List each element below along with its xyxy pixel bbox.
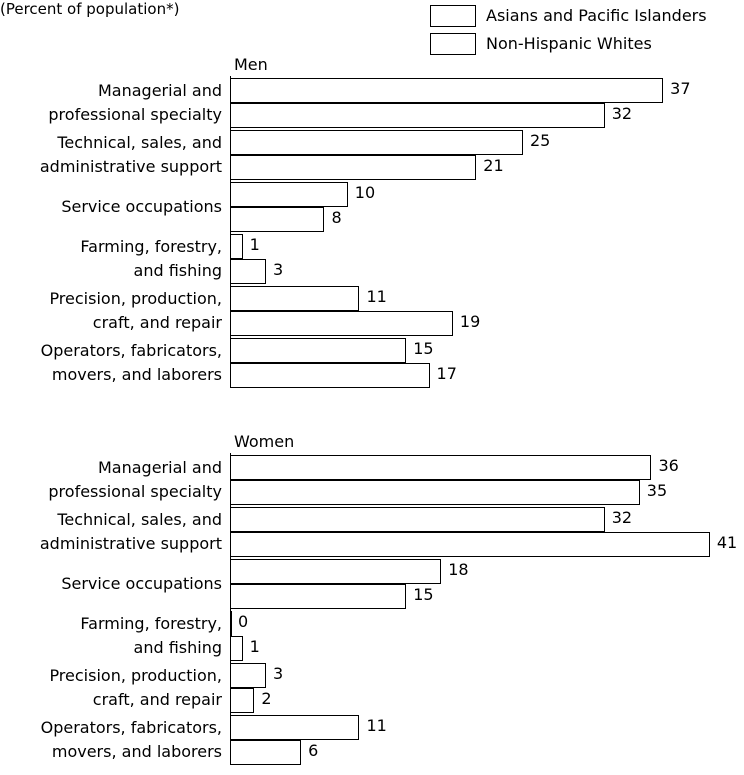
category-label: Precision, production, craft, and repair	[49, 289, 222, 332]
value-label: 19	[459, 312, 481, 331]
bar	[231, 559, 442, 584]
bar	[231, 155, 477, 180]
bar	[231, 363, 430, 388]
category-label: Managerial and professional specialty	[48, 81, 222, 124]
bar	[231, 338, 407, 363]
value-label: 2	[261, 689, 272, 708]
axis-line	[230, 76, 231, 388]
axis-line	[230, 453, 231, 765]
bar	[231, 311, 453, 336]
legend-swatch	[430, 33, 476, 55]
bar	[231, 455, 652, 480]
bar	[231, 584, 407, 609]
value-label: 37	[670, 79, 691, 98]
bar	[231, 715, 360, 740]
value-label: 18	[448, 560, 469, 579]
bar	[231, 740, 302, 765]
bar	[231, 182, 348, 207]
legend-label: Asians and Pacific Islanders	[486, 6, 707, 25]
value-label: 15	[413, 585, 434, 604]
value-label: 11	[366, 716, 387, 735]
value-label: 32	[611, 508, 633, 527]
bar	[231, 507, 605, 532]
value-label: 32	[611, 104, 633, 123]
value-label: 3	[273, 664, 284, 683]
value-label: 0	[238, 612, 249, 631]
bar	[231, 259, 267, 284]
category-label: Operators, fabricators, movers, and labo…	[40, 718, 222, 761]
value-label: 25	[530, 131, 551, 150]
value-label: 41	[716, 533, 738, 552]
value-label: 15	[413, 339, 434, 358]
bar	[231, 234, 243, 259]
bar	[231, 130, 523, 155]
bar	[231, 532, 710, 557]
bar	[231, 480, 640, 505]
bar	[231, 688, 255, 713]
legend-swatch	[430, 5, 476, 27]
value-label: 1	[249, 637, 260, 656]
category-label: Farming, forestry, and fishing	[80, 237, 222, 280]
value-label: 21	[483, 156, 504, 175]
category-label: Technical, sales, and administrative sup…	[39, 510, 222, 553]
panel-title: Women	[234, 432, 295, 451]
bar	[231, 636, 243, 661]
bar	[231, 663, 267, 688]
subtitle: (Percent of population*)	[0, 0, 180, 18]
value-label: 17	[436, 364, 457, 383]
category-label: Service occupations	[61, 197, 222, 216]
value-label: 10	[354, 183, 376, 202]
bar	[231, 78, 664, 103]
value-label: 11	[366, 287, 387, 306]
category-label: Service occupations	[61, 574, 222, 593]
value-label: 6	[308, 741, 319, 760]
category-label: Operators, fabricators, movers, and labo…	[40, 341, 222, 384]
value-label: 8	[331, 208, 342, 227]
category-label: Managerial and professional specialty	[48, 458, 222, 501]
value-label: 3	[273, 260, 284, 279]
bar	[231, 207, 325, 232]
bar	[231, 286, 360, 311]
category-label: Precision, production, craft, and repair	[49, 666, 222, 709]
bar	[231, 103, 605, 128]
category-label: Farming, forestry, and fishing	[80, 614, 222, 657]
value-label: 36	[658, 456, 679, 475]
panel-title: Men	[234, 55, 268, 74]
legend-label: Non-Hispanic Whites	[486, 34, 652, 53]
value-label: 1	[249, 235, 260, 254]
value-label: 35	[646, 481, 668, 500]
bar	[231, 611, 232, 636]
category-label: Technical, sales, and administrative sup…	[39, 133, 222, 176]
